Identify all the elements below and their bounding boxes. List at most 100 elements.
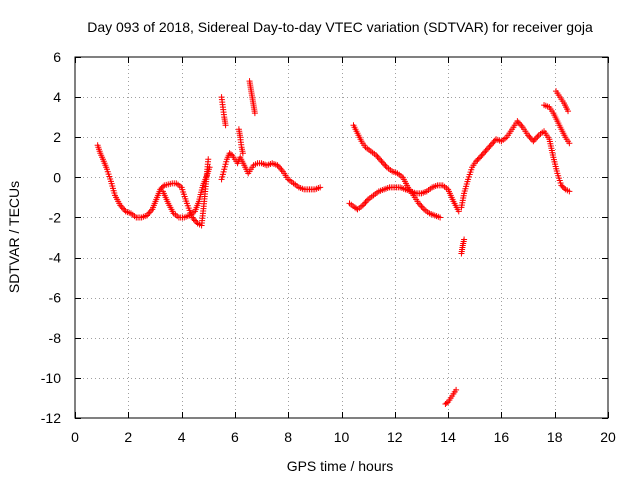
data-point [473, 158, 480, 165]
data-point [379, 159, 386, 166]
y-tick-label: 6 [53, 49, 61, 65]
series-arc-6 [246, 78, 258, 117]
x-tick-label: 0 [71, 429, 79, 445]
series-arc-9 [442, 386, 460, 407]
series-arc-3 [218, 150, 324, 193]
data-point [218, 176, 225, 183]
data-point [417, 201, 424, 208]
series-arc-13 [553, 88, 572, 115]
y-tick-label: -12 [41, 410, 61, 426]
data-point [375, 155, 382, 162]
data-point [418, 203, 425, 210]
y-tick-label: -10 [41, 370, 61, 386]
y-tick-label: -8 [49, 330, 62, 346]
data-point [277, 165, 284, 172]
x-tick-label: 8 [284, 429, 292, 445]
y-tick-label: -6 [49, 290, 62, 306]
data-point [419, 204, 426, 211]
data-point [205, 156, 212, 163]
data-point [220, 168, 227, 175]
series-arc-5 [235, 126, 246, 157]
data-point [219, 173, 226, 180]
series-arc-4 [218, 94, 229, 129]
x-tick-label: 12 [387, 429, 403, 445]
data-point [531, 136, 538, 143]
data-point [534, 133, 541, 140]
data-point [219, 171, 226, 178]
x-tick-label: 10 [334, 429, 350, 445]
y-axis-label: SDTVAR / TECUs [6, 181, 22, 293]
data-point [362, 199, 369, 206]
axis-ticks [75, 57, 609, 419]
data-point [221, 166, 228, 173]
data-point [526, 133, 533, 140]
data-point [119, 205, 126, 212]
series-arc-1 [94, 142, 212, 229]
data-point [486, 143, 493, 150]
data-point [479, 151, 486, 158]
data-point [475, 155, 482, 162]
plot-frame [74, 56, 609, 419]
data-point [477, 154, 484, 161]
data-point [437, 214, 444, 221]
data-point [222, 122, 229, 129]
data-point [221, 163, 228, 170]
data-point [566, 188, 573, 195]
data-point [378, 158, 385, 165]
data-point [455, 208, 462, 215]
data-point [146, 209, 153, 216]
series-arc-11 [458, 118, 573, 211]
data-point [223, 158, 230, 165]
series-arc-8 [350, 122, 444, 221]
x-tick-label: 16 [494, 429, 510, 445]
chart-title: Day 093 of 2018, Sidereal Day-to-day VTE… [87, 19, 593, 35]
data-point [530, 138, 537, 145]
data-point [478, 152, 485, 159]
data-point [489, 140, 496, 147]
x-tick-label: 6 [231, 429, 239, 445]
data-point [251, 110, 258, 117]
data-point [517, 121, 524, 128]
data-point [483, 146, 490, 153]
data-point [278, 166, 285, 173]
data-point [481, 149, 488, 156]
data-point [363, 197, 370, 204]
data-point [206, 164, 213, 171]
data-point [474, 156, 481, 163]
data-point [361, 200, 368, 207]
y-tick-label: -4 [49, 250, 62, 266]
series-arc-7 [346, 182, 462, 215]
data-point [485, 145, 492, 152]
data-point [191, 217, 198, 224]
x-tick-label: 4 [178, 429, 186, 445]
y-tick-label: 0 [53, 169, 61, 185]
series-arc-10 [458, 236, 468, 257]
data-point [317, 184, 324, 191]
data-point [487, 142, 494, 149]
x-tick-label: 18 [547, 429, 563, 445]
x-axis-label: GPS time / hours [287, 458, 394, 474]
y-tick-label: -2 [49, 209, 62, 225]
data-point [482, 148, 489, 155]
data-point [558, 182, 565, 189]
series-arc-12 [541, 102, 573, 147]
data-point [561, 185, 568, 192]
data-point [227, 151, 234, 158]
data-point [533, 135, 540, 142]
data-point [374, 153, 381, 160]
data-point [527, 135, 534, 142]
data-points [94, 78, 573, 407]
y-tick-label: 2 [53, 129, 61, 145]
data-point [453, 386, 460, 393]
data-point [158, 185, 165, 192]
grid [75, 57, 608, 418]
data-point [566, 140, 573, 147]
series-arc-2 [159, 164, 213, 221]
data-point [377, 156, 384, 163]
x-tick-label: 20 [600, 429, 616, 445]
axis-tick-labels: 0 2 4 6 8 10 12 14 16 18 20 -12 -10 -8 -6 -4 -2 0 2 4 6 [41, 49, 616, 445]
data-point [222, 161, 229, 168]
x-tick-label: 14 [440, 429, 456, 445]
x-tick-label: 2 [124, 429, 132, 445]
